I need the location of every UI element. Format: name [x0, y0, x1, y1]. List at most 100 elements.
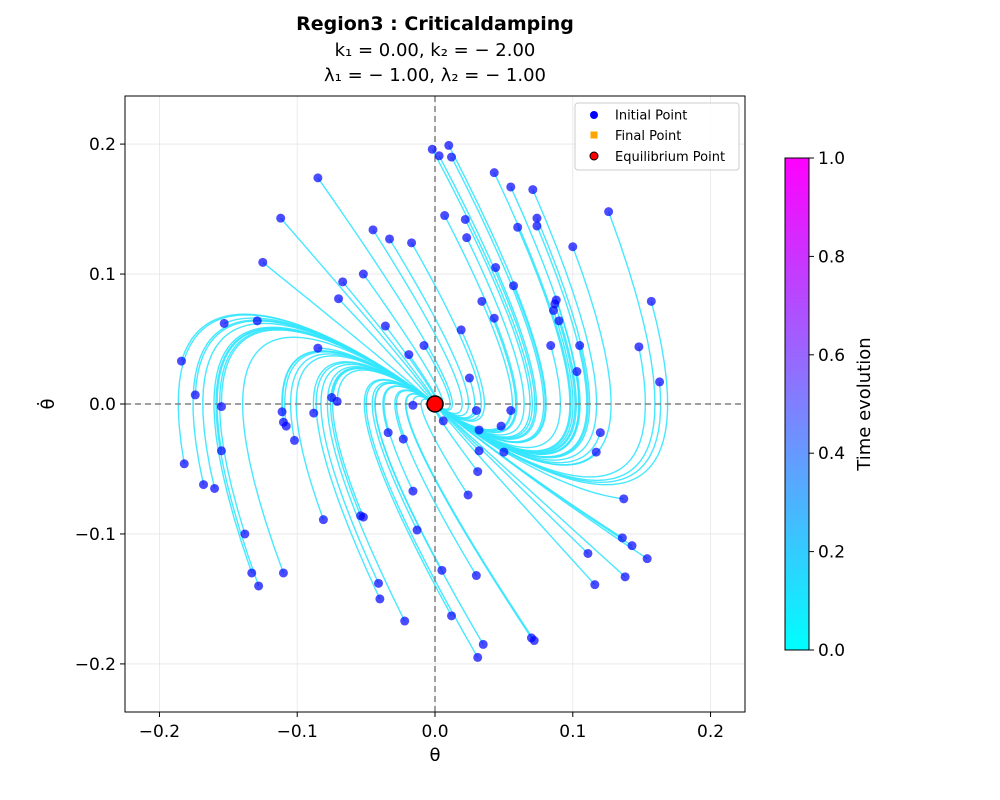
- initial-point: [447, 152, 457, 162]
- equilibrium-marker: [426, 395, 444, 413]
- initial-point: [463, 490, 473, 500]
- x-tick-label: 0.0: [421, 722, 448, 742]
- initial-point: [575, 341, 585, 351]
- initial-point: [462, 233, 472, 243]
- initial-point: [513, 222, 523, 232]
- initial-point: [655, 377, 665, 387]
- chart-subtitle-eigenvalues: λ₁ = − 1.00, λ₂ = − 1.00: [324, 65, 546, 86]
- initial-point: [407, 238, 417, 248]
- legend-initial-marker: [590, 111, 598, 119]
- initial-point: [595, 428, 605, 438]
- y-tick-label: 0.2: [89, 135, 116, 155]
- legend-initial-label: Initial Point: [615, 109, 687, 124]
- initial-point: [583, 548, 593, 558]
- initial-point: [473, 652, 483, 662]
- initial-point: [289, 435, 299, 445]
- initial-point: [216, 446, 226, 456]
- x-tick-label: 0.2: [697, 722, 724, 742]
- colorbar-tick-label: 1.0: [818, 149, 845, 169]
- initial-point: [332, 396, 342, 406]
- initial-point: [276, 213, 286, 223]
- initial-point: [506, 405, 516, 415]
- y-tick-label: −0.1: [75, 525, 116, 545]
- initial-point: [438, 416, 448, 426]
- colorbar-gradient: [784, 157, 810, 651]
- initial-point: [254, 581, 264, 591]
- initial-point: [473, 467, 483, 477]
- colorbar-tick-label: 0.2: [818, 543, 845, 563]
- y-tick-label: 0.0: [89, 395, 116, 415]
- initial-point: [385, 234, 395, 244]
- initial-point: [464, 373, 474, 383]
- colorbar-ticks: 0.0 0.2 0.4 0.6 0.8 1.0: [809, 149, 845, 661]
- colorbar-tick-label: 0.0: [818, 641, 845, 661]
- initial-point: [646, 296, 656, 306]
- initial-point: [478, 639, 488, 649]
- colorbar: 0.0 0.2 0.4 0.6 0.8 1.0 Time evolution: [784, 149, 875, 661]
- legend-equilibrium-marker: [589, 151, 599, 161]
- initial-point: [210, 483, 220, 493]
- colorbar-tick-label: 0.6: [818, 346, 845, 366]
- initial-point: [199, 480, 209, 490]
- initial-point: [477, 296, 487, 306]
- legend-box: [574, 102, 740, 171]
- initial-point: [532, 221, 542, 231]
- initial-point: [380, 321, 390, 331]
- initial-point: [444, 140, 454, 150]
- initial-point: [309, 408, 319, 418]
- equilibrium-point: [426, 395, 444, 413]
- y-tick-label: −0.2: [75, 655, 116, 675]
- initial-point: [358, 512, 368, 522]
- initial-point: [368, 225, 378, 235]
- colorbar-label: Time evolution: [854, 337, 875, 471]
- initial-point: [190, 390, 200, 400]
- initial-point: [460, 214, 470, 224]
- axis-ticks: −0.2 −0.1 0.0 0.1 0.2 −0.2 −0.1 0.0 0.1 0.2: [75, 135, 724, 742]
- legend: Initial Point Final Point Equilibrium Po…: [574, 102, 740, 171]
- legend-final-marker: [590, 131, 598, 139]
- initial-point: [277, 407, 287, 417]
- initial-point: [434, 151, 444, 161]
- initial-point: [358, 269, 368, 279]
- initial-point: [252, 316, 262, 326]
- initial-point: [627, 541, 637, 551]
- initial-point: [375, 594, 385, 604]
- initial-point: [374, 578, 384, 588]
- initial-point: [554, 316, 564, 326]
- initial-point: [400, 616, 410, 626]
- initial-point: [620, 572, 630, 582]
- initial-point: [489, 313, 499, 323]
- legend-equilibrium-label: Equilibrium Point: [615, 150, 725, 165]
- initial-point: [532, 213, 542, 223]
- initial-point: [258, 257, 268, 267]
- initial-point: [412, 525, 422, 535]
- initial-point: [334, 294, 344, 304]
- legend-final-label: Final Point: [615, 129, 681, 144]
- initial-point: [427, 144, 437, 154]
- initial-point: [546, 341, 556, 351]
- colorbar-tick-label: 0.8: [818, 247, 845, 267]
- initial-point: [408, 400, 418, 410]
- initial-point: [548, 305, 558, 315]
- x-tick-label: 0.1: [559, 722, 586, 742]
- y-axis-label: θ̇: [36, 398, 59, 409]
- initial-point: [509, 281, 519, 291]
- initial-point: [491, 263, 501, 273]
- initial-point: [591, 447, 601, 457]
- initial-point: [529, 636, 539, 646]
- initial-point: [447, 611, 457, 621]
- initial-point: [383, 428, 393, 438]
- initial-point: [506, 182, 516, 192]
- x-tick-label: −0.2: [139, 722, 180, 742]
- initial-point: [590, 580, 600, 590]
- initial-point: [216, 402, 226, 412]
- initial-point: [176, 356, 186, 366]
- chart-subtitle-gains: k₁ = 0.00, k₂ = − 2.00: [335, 40, 536, 61]
- initial-point: [313, 343, 323, 353]
- x-axis-label: θ: [429, 745, 440, 766]
- initial-point: [617, 533, 627, 543]
- initial-point: [278, 568, 288, 578]
- initial-point: [404, 350, 414, 360]
- initial-point: [634, 342, 644, 352]
- initial-point: [619, 494, 629, 504]
